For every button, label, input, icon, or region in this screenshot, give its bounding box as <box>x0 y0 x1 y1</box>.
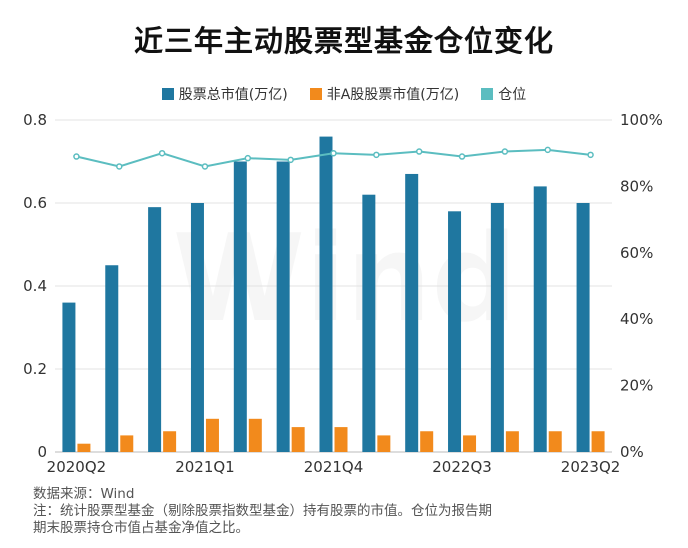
legend-swatch-position <box>481 88 494 100</box>
y-left-tick-label: 0 <box>37 443 47 461</box>
bar-non-a-value <box>463 435 477 452</box>
y-right-tick-label: 80% <box>620 177 653 195</box>
bar-stock-value <box>448 211 462 452</box>
bar-non-a-value <box>591 431 605 452</box>
position-point <box>330 149 337 157</box>
y-right-tick-label: 60% <box>620 244 653 262</box>
bar-stock-value <box>533 186 547 452</box>
y-left-tick-label: 0.8 <box>23 111 47 129</box>
legend: 股票总市值(万亿) 非A股股票市值(万亿) 仓位 <box>0 84 688 104</box>
position-point <box>201 163 209 170</box>
bar-stock-value <box>62 302 76 452</box>
position-point <box>544 146 551 154</box>
bar-non-a-value <box>205 418 219 452</box>
bar-stock-value <box>105 265 119 452</box>
bar-stock-value <box>362 194 376 452</box>
y-left-tick-label: 0.2 <box>23 360 47 378</box>
bar-stock-value <box>190 203 204 452</box>
position-point <box>116 163 123 170</box>
legend-swatch-non-a-value <box>309 88 322 100</box>
legend-label-position: 仓位 <box>498 87 527 103</box>
bar-non-a-value <box>334 427 348 452</box>
bar-non-a-value <box>291 427 305 452</box>
legend-label-non-a-value: 非A股股票市值(万亿) <box>326 87 460 103</box>
bar-stock-value <box>233 161 247 452</box>
bar-stock-value <box>276 161 290 452</box>
chart-title: 近三年主动股票型基金仓位变化 <box>133 24 554 58</box>
position-point <box>287 156 294 164</box>
y-right-tick-label: 40% <box>620 310 653 328</box>
footnote-line-2: 期末股票持仓市值占基金净值之比。 <box>33 520 249 536</box>
position-point <box>373 151 380 159</box>
position-point <box>244 154 252 162</box>
x-tick-label: 2022Q3 <box>432 458 492 476</box>
bar-stock-value <box>405 173 419 452</box>
source-note: 数据来源：Wind <box>33 486 135 502</box>
legend-item-stock-value: 股票总市值(万亿) <box>161 84 288 104</box>
footnotes: 数据来源：Wind 注：统计股票型基金（剔除股票指数型基金）持有股票的市值。仓位… <box>33 486 673 537</box>
position-point <box>415 148 423 155</box>
position-point <box>501 148 509 155</box>
bar-non-a-value <box>420 431 434 452</box>
legend-swatch-stock-value <box>161 88 174 100</box>
bar-stock-value <box>148 207 162 452</box>
position-point <box>587 151 594 159</box>
y-left-tick-label: 0.4 <box>23 277 47 295</box>
bar-non-a-value <box>77 443 91 452</box>
bar-stock-value <box>490 203 504 452</box>
bar-stock-value <box>319 136 333 452</box>
legend-item-non-a-value: 非A股股票市值(万亿) <box>309 84 460 104</box>
bar-non-a-value <box>248 418 262 452</box>
legend-label-stock-value: 股票总市值(万亿) <box>178 87 288 103</box>
position-point <box>458 153 466 160</box>
bar-non-a-value <box>505 431 519 452</box>
watermark-text: Wind <box>173 210 518 349</box>
y-left-tick-label: 0.6 <box>23 194 47 212</box>
x-tick-label: 2020Q2 <box>47 458 107 476</box>
bar-non-a-value <box>163 431 177 452</box>
footnote-line-1: 注：统计股票型基金（剔除股票指数型基金）持有股票的市值。仓位为报告期 <box>33 503 492 519</box>
position-point <box>158 149 166 157</box>
y-right-tick-label: 0% <box>620 443 644 461</box>
bar-stock-value <box>576 203 590 452</box>
bar-non-a-value <box>548 431 562 452</box>
y-right-tick-label: 100% <box>620 111 663 129</box>
x-tick-label: 2021Q1 <box>175 458 235 476</box>
x-tick-label: 2021Q4 <box>304 458 364 476</box>
legend-item-position: 仓位 <box>481 84 526 104</box>
x-tick-label: 2023Q2 <box>561 458 621 476</box>
y-right-tick-label: 20% <box>620 377 653 395</box>
position-point <box>73 153 80 160</box>
bar-non-a-value <box>377 435 391 452</box>
bar-non-a-value <box>120 435 134 452</box>
